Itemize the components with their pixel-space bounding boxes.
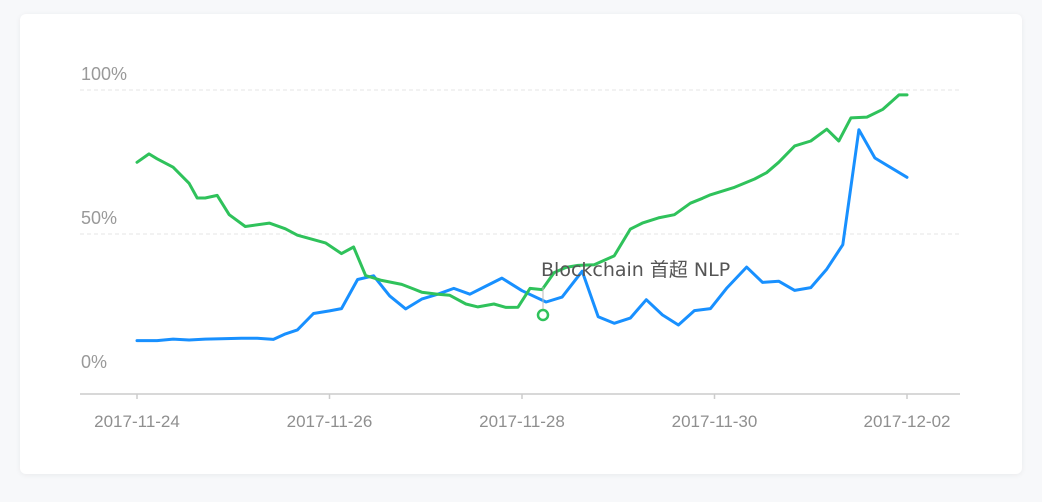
- y-axis: 0% 50% 100%: [81, 64, 127, 372]
- x-tick-label: 2017-11-30: [672, 412, 758, 431]
- x-tick-label: 2017-11-26: [287, 412, 373, 431]
- y-tick-label: 100%: [81, 64, 127, 84]
- series-line-blue: [135, 128, 909, 343]
- annotation-label: Blockchain 首超 NLP: [541, 259, 730, 281]
- chart-card: [20, 14, 1022, 474]
- gridlines: [80, 89, 960, 235]
- x-tick-label: 2017-12-02: [864, 412, 951, 431]
- x-tick-label: 2017-11-24: [94, 412, 180, 431]
- series-lines: [135, 93, 909, 343]
- y-tick-label: 50%: [81, 208, 117, 228]
- x-axis: 2017-11-24 2017-11-26 2017-11-28 2017-11-30…: [94, 394, 950, 431]
- series-line-green: [135, 93, 909, 309]
- annotation-marker: [536, 308, 550, 322]
- annotation: Blockchain 首超 NLP: [536, 259, 730, 322]
- x-tick-label: 2017-11-28: [479, 412, 565, 431]
- y-tick-label: 0%: [81, 352, 107, 372]
